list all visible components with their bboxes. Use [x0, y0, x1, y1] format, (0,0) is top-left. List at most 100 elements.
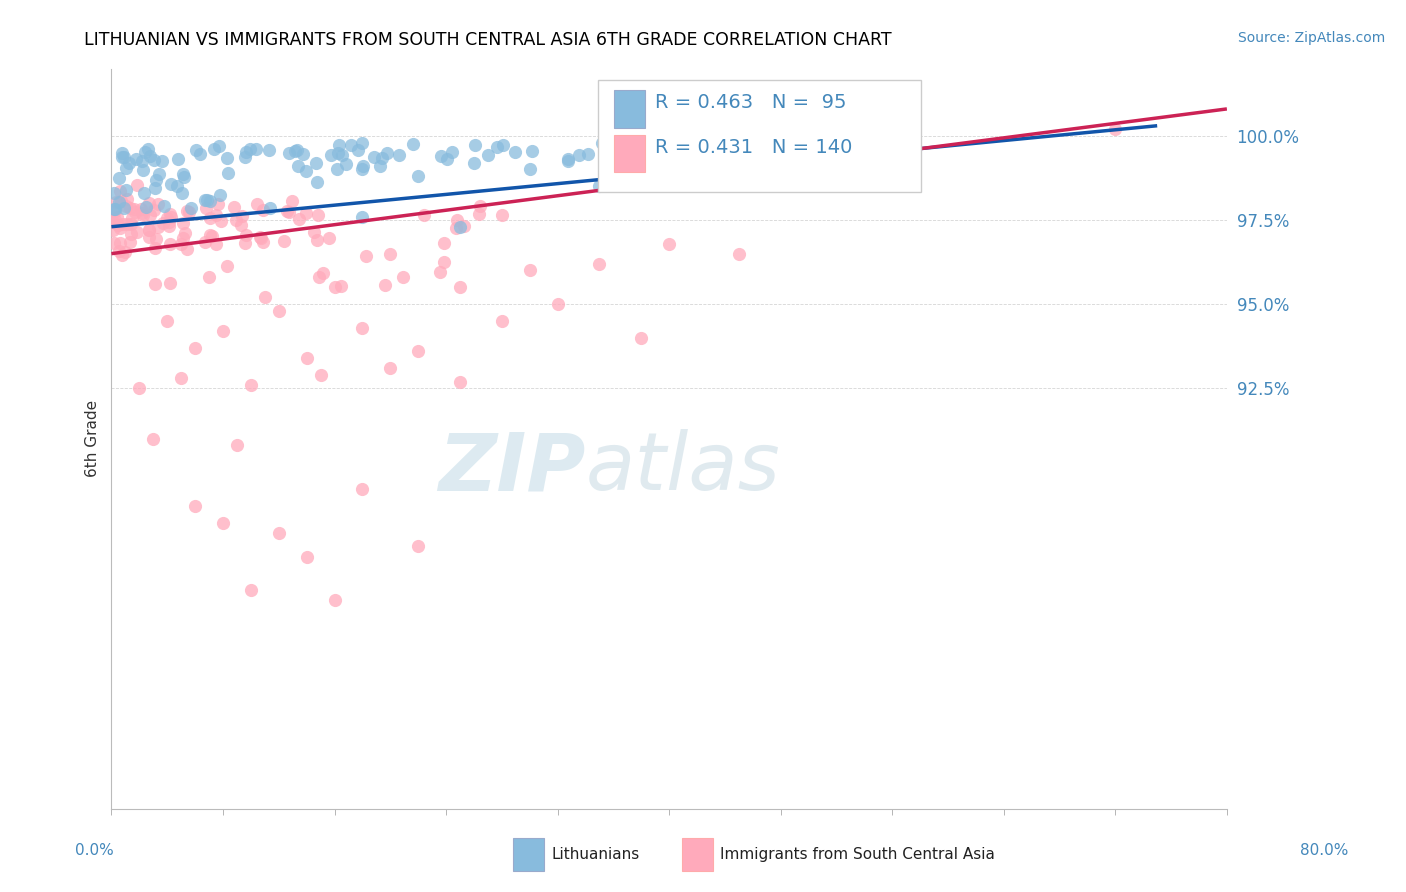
Point — [375, 145, 398, 160]
Point — [103, 202, 125, 217]
Text: Lithuanians: Lithuanians — [551, 847, 640, 862]
Point — [257, 143, 280, 157]
Point — [179, 204, 201, 219]
Point — [276, 203, 298, 218]
Point — [278, 205, 301, 219]
Point — [294, 206, 316, 220]
Point — [468, 207, 491, 221]
Point — [321, 148, 343, 162]
Point — [222, 200, 245, 214]
Point — [352, 320, 374, 334]
Point — [352, 482, 374, 496]
Point — [295, 549, 318, 564]
Point — [374, 277, 396, 292]
Point — [134, 145, 156, 159]
Point — [252, 235, 274, 249]
Point — [120, 227, 142, 241]
Point — [212, 516, 235, 530]
Point — [388, 147, 411, 161]
Text: ZIP: ZIP — [439, 429, 585, 508]
Point — [212, 324, 235, 338]
Point — [519, 162, 541, 177]
Y-axis label: 6th Grade: 6th Grade — [86, 401, 100, 477]
Text: 0.0%: 0.0% — [75, 843, 114, 858]
Point — [503, 145, 526, 160]
Point — [176, 204, 198, 219]
Point — [557, 152, 579, 166]
Point — [172, 216, 194, 230]
Point — [159, 207, 181, 221]
Point — [433, 236, 456, 251]
Point — [198, 194, 221, 208]
Point — [309, 368, 332, 382]
Point — [588, 179, 610, 194]
Point — [449, 219, 471, 234]
Text: Immigrants from South Central Asia: Immigrants from South Central Asia — [720, 847, 995, 862]
Point — [111, 150, 134, 164]
Point — [120, 235, 142, 250]
Point — [104, 212, 127, 227]
Point — [115, 217, 138, 231]
Point — [429, 265, 451, 279]
Text: R = 0.431   N = 140: R = 0.431 N = 140 — [655, 137, 852, 157]
Point — [143, 277, 166, 291]
Point — [157, 219, 180, 233]
Point — [146, 196, 169, 211]
Point — [143, 181, 166, 195]
Point — [121, 211, 143, 225]
Point — [104, 202, 127, 217]
Point — [145, 232, 167, 246]
Point — [239, 583, 262, 598]
Point — [253, 290, 276, 304]
Point — [205, 208, 228, 222]
Point — [152, 153, 174, 168]
Point — [491, 208, 513, 222]
Point — [148, 167, 170, 181]
Point — [446, 213, 468, 227]
Point — [252, 202, 274, 217]
Point — [101, 215, 124, 229]
Point — [118, 156, 141, 170]
Point — [207, 197, 229, 211]
Point — [370, 151, 392, 165]
Point — [197, 193, 219, 207]
Point — [284, 144, 307, 158]
Point — [159, 276, 181, 290]
Point — [307, 208, 329, 222]
Point — [108, 184, 131, 198]
Point — [184, 499, 207, 513]
Point — [160, 177, 183, 191]
Point — [128, 381, 150, 395]
Point — [122, 202, 145, 216]
Point — [142, 153, 165, 167]
Point — [591, 136, 613, 150]
Point — [127, 226, 149, 240]
Point — [117, 193, 139, 207]
Point — [170, 236, 193, 251]
Point — [231, 209, 253, 223]
Point — [323, 280, 346, 294]
Point — [463, 155, 485, 169]
Text: 80.0%: 80.0% — [1301, 843, 1348, 858]
Point — [658, 169, 681, 184]
Point — [477, 148, 499, 162]
Point — [392, 270, 415, 285]
Point — [188, 146, 211, 161]
Point — [406, 540, 429, 554]
Point — [131, 162, 153, 177]
Point — [160, 210, 183, 224]
Point — [1104, 122, 1126, 136]
Point — [486, 140, 509, 154]
Point — [295, 163, 318, 178]
Point — [267, 303, 290, 318]
Point — [352, 162, 374, 177]
Point — [132, 186, 155, 201]
Point — [139, 208, 162, 222]
Point — [174, 226, 197, 240]
Point — [138, 230, 160, 244]
Point — [110, 194, 132, 208]
Point — [217, 166, 239, 180]
Point — [547, 297, 569, 311]
Point — [166, 179, 188, 194]
Point — [172, 167, 194, 181]
